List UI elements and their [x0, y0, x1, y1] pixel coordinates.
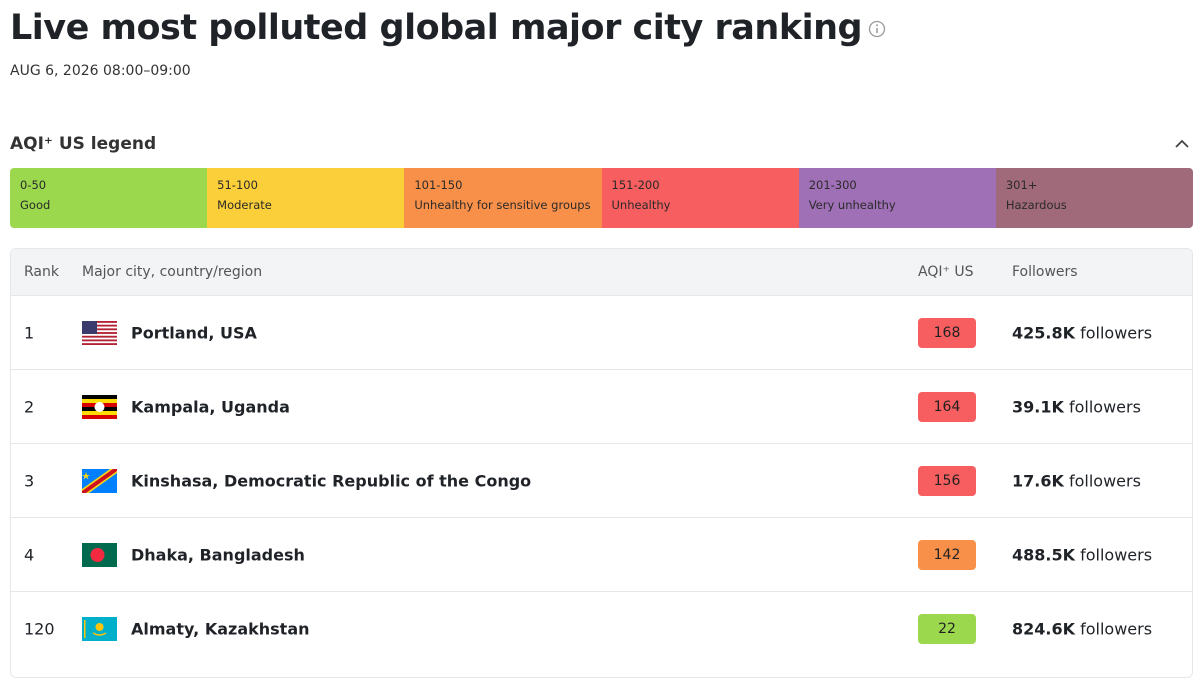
legend-range: 0-50	[20, 178, 47, 192]
table-header: Rank Major city, country/region AQI⁺ US …	[11, 249, 1192, 295]
aqi-badge: 22	[918, 614, 976, 644]
rank: 3	[24, 471, 35, 491]
flag	[82, 321, 117, 345]
flag	[82, 617, 117, 641]
legend-segment: 151-200 Unhealthy	[601, 168, 799, 228]
legend-range: 301+	[1005, 178, 1038, 192]
legend-range: 151-200	[611, 178, 660, 192]
title-wrap: Live most polluted global major city ran…	[10, 8, 888, 48]
followers: 425.8K followers	[1012, 324, 1152, 343]
followers-count: 39.1K	[1012, 397, 1064, 417]
legend-segment: 101-150 Unhealthy for sensitive groups	[404, 168, 602, 228]
legend-range: 51-100	[217, 178, 258, 192]
aqi-badge: 156	[918, 466, 976, 496]
aqi-badge: 142	[918, 540, 976, 570]
legend-label: Unhealthy for sensitive groups	[414, 198, 591, 212]
followers-suffix: followers	[1080, 323, 1153, 343]
subtitle: AUG 6, 2026 08:00–09:00	[10, 63, 191, 79]
flag	[82, 469, 117, 493]
city-name: Portland, USA	[131, 323, 257, 343]
table-row: 3 Kinshasa, Democratic Republic of the Co…	[11, 443, 1192, 518]
rank: 1	[24, 323, 35, 343]
legend-bar: 0-50 Good 51-100 Moderate 101-150 Unhealthy f…	[10, 168, 1193, 228]
header-cell: Rank	[24, 264, 59, 280]
legend-segment: 201-300 Very unhealthy	[798, 168, 996, 228]
followers-count: 17.6K	[1012, 471, 1064, 491]
table-row: 120 Almaty, Kazakhstan 22 824.6K followers	[11, 591, 1192, 666]
followers-suffix: followers	[1068, 397, 1141, 417]
city-name: Kampala, Uganda	[131, 397, 290, 417]
ranking-table: Rank Major city, country/region AQI⁺ US …	[10, 248, 1193, 678]
header-cell: Major city, country/region	[82, 264, 263, 280]
legend-label: Very unhealthy	[808, 198, 896, 212]
flag	[82, 395, 117, 419]
legend-segment: 0-50 Good	[10, 168, 208, 228]
legend-segment: 301+ Hazardous	[995, 168, 1193, 228]
city-name: Kinshasa, Democratic Republic of the Con…	[131, 471, 532, 491]
aqi-badge: 168	[918, 318, 976, 348]
followers-suffix: followers	[1068, 471, 1141, 491]
followers: 488.5K followers	[1012, 546, 1152, 565]
legend-label: Good	[20, 198, 51, 212]
followers-suffix: followers	[1080, 619, 1153, 639]
rank: 4	[24, 545, 35, 565]
followers: 824.6K followers	[1012, 620, 1152, 639]
aqi-badge: 164	[918, 392, 976, 422]
city-name: Dhaka, Bangladesh	[131, 545, 305, 565]
legend-label: Moderate	[217, 198, 272, 212]
header-cell: AQI⁺ US	[918, 264, 974, 280]
legend-range: 201-300	[808, 178, 857, 192]
info-icon[interactable]	[866, 18, 888, 40]
followers-count: 824.6K	[1012, 619, 1076, 639]
table-row: 4 Dhaka, Bangladesh 142 488.5K followers	[11, 517, 1192, 592]
rank: 120	[24, 619, 55, 639]
city-name: Almaty, Kazakhstan	[131, 619, 310, 639]
title: Live most polluted global major city ran…	[10, 8, 863, 48]
legend-range: 101-150	[414, 178, 463, 192]
followers-suffix: followers	[1080, 545, 1153, 565]
followers-count: 425.8K	[1012, 323, 1076, 343]
rank: 2	[24, 397, 35, 417]
legend-label: Unhealthy	[611, 198, 671, 212]
legend-segment: 51-100 Moderate	[207, 168, 405, 228]
followers: 39.1K followers	[1012, 398, 1141, 417]
followers-count: 488.5K	[1012, 545, 1076, 565]
table-row: 2 Kampala, Uganda 164 39.1K followers	[11, 369, 1192, 444]
legend-title: AQI⁺ US legend	[10, 134, 157, 154]
followers: 17.6K followers	[1012, 472, 1141, 491]
flag	[82, 543, 117, 567]
table-row: 1 Portland, USA 168 425.8K followers	[11, 295, 1192, 370]
collapse-chevron[interactable]	[1173, 136, 1191, 150]
header-cell: Followers	[1012, 264, 1078, 280]
legend-label: Hazardous	[1005, 198, 1067, 212]
